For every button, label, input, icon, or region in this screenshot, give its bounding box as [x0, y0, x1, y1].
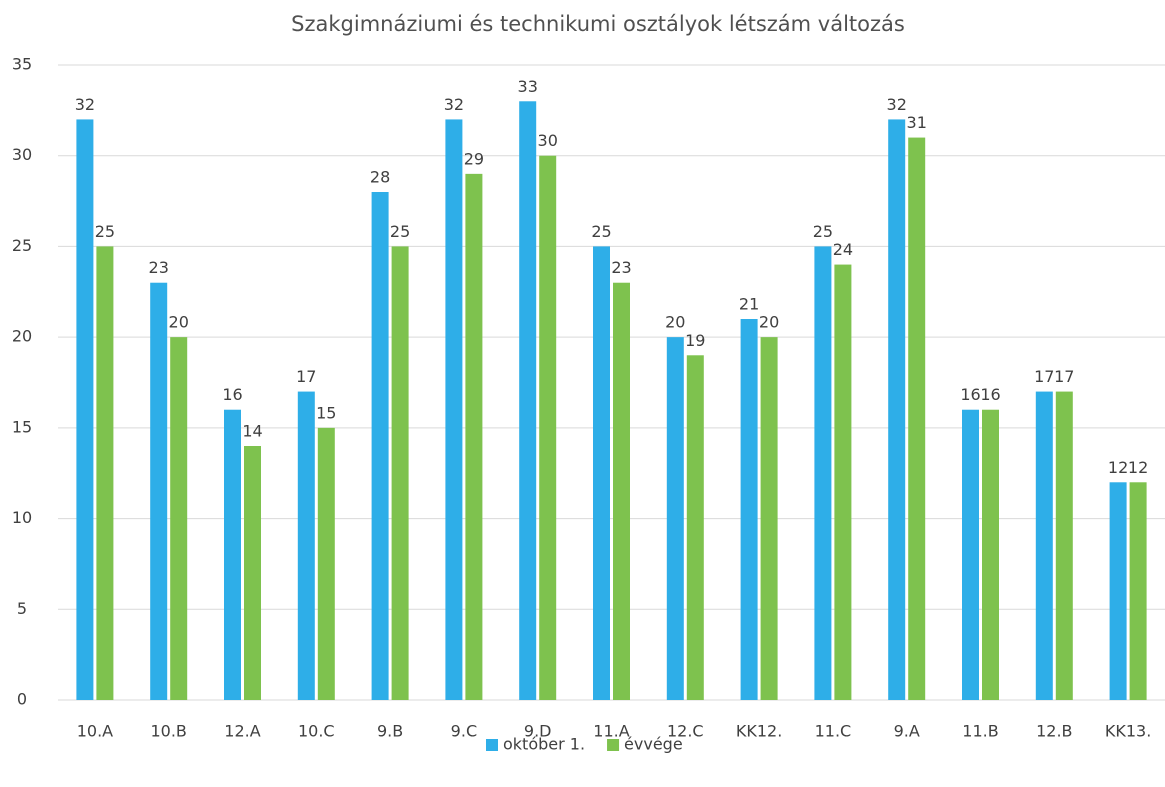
bar	[1035, 391, 1053, 700]
x-tick-label: 11.A	[593, 722, 629, 741]
x-tick-label: KK13.	[1105, 722, 1151, 741]
bar	[465, 173, 483, 700]
bar	[445, 119, 463, 700]
data-label: 12	[1108, 458, 1128, 477]
data-label: 15	[316, 403, 336, 422]
data-label: 19	[685, 331, 705, 350]
bar	[593, 246, 610, 700]
x-tick-label: 12.A	[224, 722, 260, 741]
bar	[834, 264, 852, 700]
chart-title: Szakgimnáziumi és technikumi osztályok l…	[291, 12, 905, 36]
data-label: 23	[149, 258, 169, 277]
x-tick-label: 10.A	[77, 722, 113, 741]
x-tick-label: 11.B	[962, 722, 998, 741]
data-label: 17	[296, 367, 316, 386]
y-tick-label: 15	[12, 417, 32, 436]
bar	[519, 101, 537, 701]
bar	[666, 337, 684, 700]
bar	[814, 246, 832, 700]
legend-label: október 1.	[503, 735, 585, 754]
data-label: 17	[1034, 367, 1054, 386]
y-tick-label: 0	[17, 690, 27, 709]
bar	[539, 155, 557, 700]
data-label: 29	[464, 149, 484, 168]
x-tick-label: 10.C	[298, 722, 335, 741]
data-label: 32	[887, 95, 907, 114]
data-label: 25	[813, 222, 833, 241]
bar	[224, 409, 241, 700]
data-label: 16	[222, 385, 242, 404]
bar	[613, 282, 630, 700]
data-label: 31	[907, 113, 927, 132]
x-tick-label: 9.C	[451, 722, 477, 741]
data-label: 32	[444, 95, 464, 114]
bar	[1055, 391, 1073, 700]
data-label: 23	[611, 258, 631, 277]
data-label: 30	[538, 131, 558, 150]
data-label: 25	[591, 222, 611, 241]
bar	[297, 391, 315, 700]
data-label: 12	[1128, 458, 1148, 477]
bar	[170, 337, 188, 700]
y-tick-label: 20	[12, 327, 32, 346]
bar	[760, 337, 778, 700]
x-tick-label: 12.C	[667, 722, 704, 741]
data-label: 33	[518, 77, 538, 96]
data-label: 14	[242, 422, 262, 441]
data-label: 25	[390, 222, 410, 241]
x-tick-label: 9.B	[377, 722, 403, 741]
y-tick-label: 5	[17, 599, 27, 618]
bar	[1129, 482, 1147, 700]
data-label: 17	[1054, 367, 1074, 386]
x-tick-label: 10.B	[150, 722, 186, 741]
legend-swatch	[607, 739, 620, 751]
y-tick-label: 30	[12, 145, 32, 164]
bar	[371, 192, 389, 700]
bar	[391, 246, 409, 700]
bar	[76, 119, 94, 700]
data-label: 25	[95, 222, 115, 241]
data-label: 20	[169, 313, 189, 332]
data-label: 28	[370, 168, 390, 187]
bar	[962, 409, 979, 700]
bar	[982, 409, 999, 700]
x-tick-label: 9.A	[894, 722, 920, 741]
bar	[150, 282, 168, 700]
bar	[317, 427, 335, 700]
bar	[888, 119, 906, 700]
data-label: 24	[833, 240, 853, 259]
bar	[686, 355, 704, 700]
bar	[244, 446, 261, 700]
legend-label: évvége	[624, 735, 683, 754]
x-tick-label: KK12.	[736, 722, 782, 741]
x-tick-label: 12.B	[1036, 722, 1072, 741]
bar	[908, 137, 926, 701]
data-label: 32	[75, 95, 95, 114]
data-label: 16	[980, 385, 1000, 404]
data-label: 20	[759, 313, 779, 332]
bar	[1109, 482, 1127, 700]
y-tick-label: 10	[12, 508, 32, 527]
bar	[96, 246, 114, 700]
data-label: 21	[739, 295, 759, 314]
x-tick-label: 11.C	[815, 722, 852, 741]
data-label: 20	[665, 313, 685, 332]
data-label: 16	[960, 385, 980, 404]
bar	[740, 319, 758, 700]
y-tick-label: 35	[12, 55, 32, 74]
x-tick-label: 9.D	[524, 722, 552, 741]
legend-swatch	[486, 739, 498, 751]
y-tick-label: 25	[12, 236, 32, 255]
